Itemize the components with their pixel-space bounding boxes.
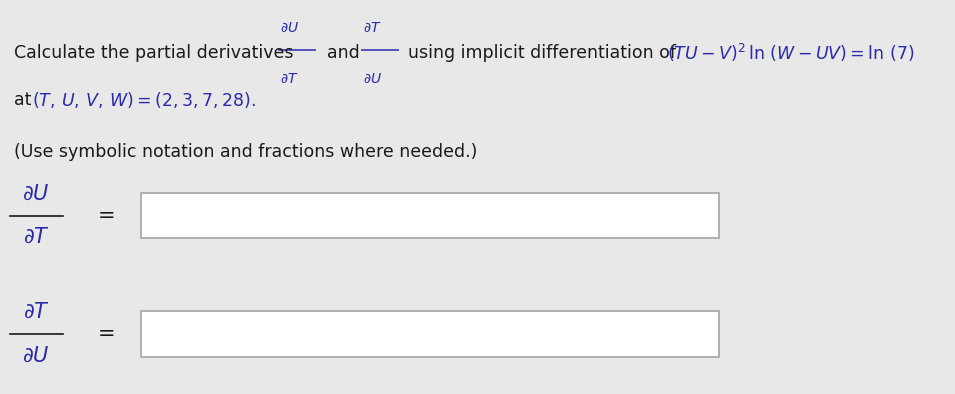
- Text: and: and: [327, 44, 359, 62]
- Text: =: =: [98, 206, 116, 225]
- FancyBboxPatch shape: [141, 311, 719, 357]
- FancyBboxPatch shape: [141, 193, 719, 238]
- Text: Calculate the partial derivatives: Calculate the partial derivatives: [14, 44, 294, 62]
- Text: $\partial U$: $\partial U$: [280, 20, 299, 35]
- Text: $\partial T$: $\partial T$: [363, 20, 381, 35]
- Text: $\mathit{(TU} - \mathit{V)}^2\,\mathit{\ln\,(W} - \mathit{UV)} = \mathit{\ln\,(7: $\mathit{(TU} - \mathit{V)}^2\,\mathit{\…: [667, 42, 914, 64]
- Text: (Use symbolic notation and fractions where needed.): (Use symbolic notation and fractions whe…: [14, 143, 478, 161]
- Text: $\partial T$: $\partial T$: [280, 72, 298, 86]
- Text: $\partial T$: $\partial T$: [23, 227, 50, 247]
- Text: at: at: [14, 91, 37, 110]
- Text: =: =: [98, 324, 116, 344]
- Text: $\partial U$: $\partial U$: [363, 72, 382, 86]
- Text: $\partial U$: $\partial U$: [23, 346, 50, 365]
- Text: $\partial T$: $\partial T$: [23, 302, 50, 322]
- Text: $(T,\,U,\,V,\,W) = (2, 3, 7, 28).$: $(T,\,U,\,V,\,W) = (2, 3, 7, 28).$: [32, 91, 256, 110]
- Text: using implicit differentiation of: using implicit differentiation of: [408, 44, 676, 62]
- Text: $\partial U$: $\partial U$: [23, 184, 50, 204]
